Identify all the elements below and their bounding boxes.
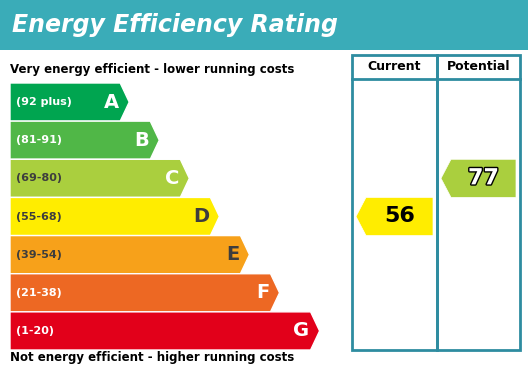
Text: Energy Efficiency Rating: Energy Efficiency Rating	[12, 13, 338, 37]
Text: (92 plus): (92 plus)	[16, 97, 72, 107]
Text: E: E	[226, 245, 240, 264]
Polygon shape	[10, 274, 279, 312]
Bar	[0, 0, 528, 50]
Text: Very energy efficient - lower running costs: Very energy efficient - lower running co…	[10, 62, 295, 75]
Text: (1-20): (1-20)	[16, 326, 54, 336]
Text: 56: 56	[384, 206, 415, 226]
Polygon shape	[10, 121, 159, 159]
Bar	[0, 50, 528, 385]
Text: (81-91): (81-91)	[16, 135, 62, 145]
Text: D: D	[193, 207, 210, 226]
Polygon shape	[10, 312, 319, 350]
Polygon shape	[10, 198, 220, 236]
Text: (39-54): (39-54)	[16, 249, 62, 259]
Text: Not energy efficient - higher running costs: Not energy efficient - higher running co…	[10, 352, 294, 365]
Polygon shape	[10, 83, 129, 121]
Polygon shape	[10, 159, 190, 198]
Polygon shape	[356, 198, 433, 236]
Text: G: G	[294, 321, 309, 340]
Bar	[437, 55, 520, 350]
Text: (69-80): (69-80)	[16, 173, 62, 183]
Text: Current: Current	[367, 60, 421, 74]
Polygon shape	[441, 159, 516, 198]
Text: C: C	[165, 169, 180, 188]
Text: 77: 77	[468, 168, 499, 188]
Text: A: A	[104, 92, 119, 112]
Text: F: F	[256, 283, 269, 302]
Text: (21-38): (21-38)	[16, 288, 62, 298]
Bar	[352, 55, 437, 350]
Polygon shape	[10, 236, 249, 274]
Text: Potential: Potential	[447, 60, 510, 74]
Text: B: B	[135, 131, 149, 150]
Text: (55-68): (55-68)	[16, 211, 62, 221]
